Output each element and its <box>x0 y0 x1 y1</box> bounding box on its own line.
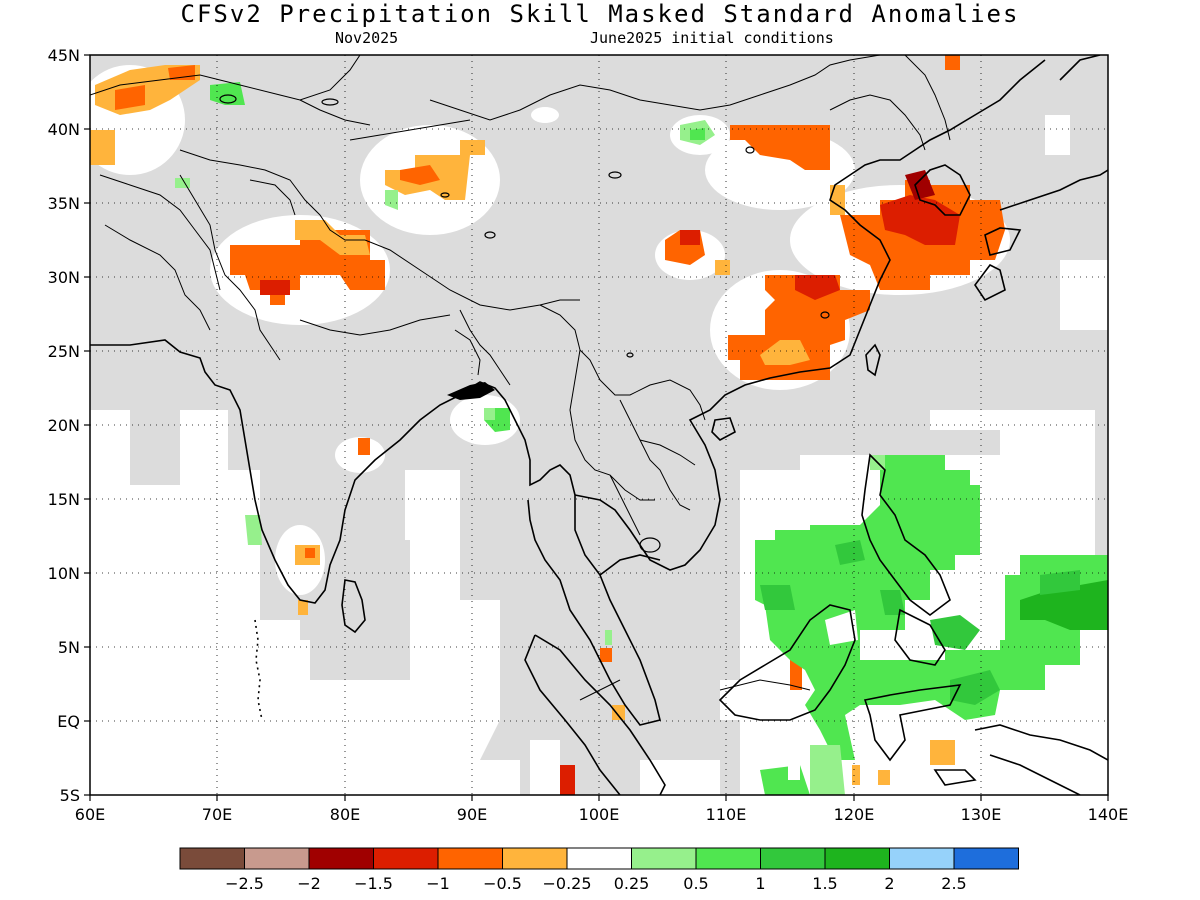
colorbar-label: −0.25 <box>542 874 591 893</box>
lat-label: EQ <box>57 712 80 731</box>
colorbar-label: −1 <box>426 874 450 893</box>
map-title: CFSv2 Precipitation Skill Masked Standar… <box>180 0 1020 28</box>
lat-label: 10N <box>48 564 80 583</box>
lat-label: 20N <box>48 416 80 435</box>
lat-label: 5S <box>60 786 80 805</box>
colorbar-swatch <box>825 848 890 869</box>
colorbar-swatch <box>309 848 374 869</box>
initial-conditions: June2025 initial conditions <box>590 29 834 47</box>
latitude-labels: 45N 40N 35N 30N 25N 20N 15N 10N 5N EQ 5S <box>48 46 80 805</box>
colorbar-swatch <box>180 848 245 869</box>
lat-label: 45N <box>48 46 80 65</box>
lon-label: 80E <box>330 805 360 824</box>
colorbar-label: 1.5 <box>812 874 837 893</box>
lat-label: 15N <box>48 490 80 509</box>
colorbar-swatch <box>438 848 503 869</box>
colorbar-label: −2.5 <box>225 874 264 893</box>
axis-ticks <box>84 54 1109 801</box>
colorbar-label: 2.5 <box>941 874 966 893</box>
lon-label: 110E <box>706 805 747 824</box>
lat-label: 25N <box>48 342 80 361</box>
colorbar-swatch <box>502 848 567 869</box>
colorbar-label: 2 <box>884 874 894 893</box>
colorbar-swatch <box>244 848 309 869</box>
lon-label: 70E <box>202 805 232 824</box>
colorbar-swatch <box>889 848 954 869</box>
colorbar-swatch <box>760 848 825 869</box>
colorbar-swatch <box>954 848 1019 869</box>
lat-label: 5N <box>58 638 80 657</box>
positive-anomalies <box>175 82 1108 795</box>
country-borders <box>90 55 951 701</box>
lat-label: 35N <box>48 194 80 213</box>
colorbar-labels: −2.5 −2 −1.5 −1 −0.5 −0.25 0.25 0.5 1 1.… <box>225 874 967 893</box>
colorbar-label: −0.5 <box>483 874 522 893</box>
lon-label: 130E <box>961 805 1002 824</box>
colorbar-label: 0.25 <box>614 874 650 893</box>
colorbar-label: 0.5 <box>683 874 708 893</box>
colorbar <box>179 847 1019 870</box>
lat-label: 40N <box>48 120 80 139</box>
delta-region <box>447 382 495 400</box>
longitude-labels: 60E 70E 80E 90E 100E 110E 120E 130E 140E <box>75 805 1129 824</box>
lon-label: 90E <box>457 805 487 824</box>
lon-label: 60E <box>75 805 105 824</box>
colorbar-label: 1 <box>755 874 765 893</box>
colorbar-label: −1.5 <box>354 874 393 893</box>
forecast-month: Nov2025 <box>335 29 399 47</box>
colorbar-swatch <box>696 848 761 869</box>
colorbar-label: −2 <box>297 874 321 893</box>
lakes <box>219 94 830 553</box>
colorbar-swatch <box>567 848 632 869</box>
colorbar-swatch <box>373 848 438 869</box>
lon-label: 120E <box>834 805 875 824</box>
colorbar-swatch <box>631 848 696 869</box>
lat-label: 30N <box>48 268 80 287</box>
map-plot-area <box>90 55 1108 795</box>
lon-label: 140E <box>1088 805 1129 824</box>
lon-label: 100E <box>579 805 620 824</box>
